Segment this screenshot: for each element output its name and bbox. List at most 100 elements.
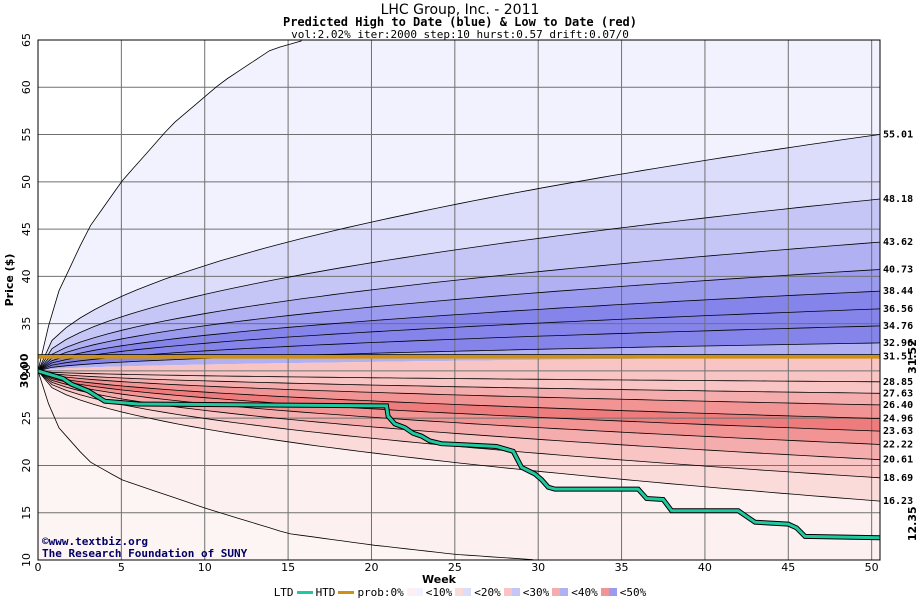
legend-item-20: <20% (474, 585, 501, 599)
contour-outer-low (38, 370, 534, 560)
band-high-7 (38, 325, 880, 371)
level-label-4: 38.44 (883, 286, 913, 297)
level-labels: 55.01 48.18 43.62 40.73 38.44 36.56 34.76 32.96… (883, 129, 919, 541)
plot-frame (37, 39, 881, 561)
band-top-bg (38, 40, 302, 371)
probability-bands (38, 40, 880, 560)
x-tick-label-25: 25 (448, 561, 462, 574)
x-tick-label-45: 45 (781, 561, 795, 574)
contour-high-2 (38, 241, 880, 372)
level-label-15: 20.61 (883, 455, 913, 466)
band-low-6 (38, 370, 880, 460)
contour-low-0 (38, 370, 880, 383)
legend-ltd-label: LTD (273, 585, 294, 599)
band-low-4 (38, 370, 880, 432)
legend-ltd-swatch (296, 590, 313, 594)
contour-low-2 (38, 370, 880, 406)
x-tick-label-10: 10 (198, 561, 212, 574)
credit-org: The Research Foundation of SUNY (42, 547, 248, 560)
legend-item-30: <30% (522, 585, 550, 599)
y-tick-label-35: 35 (20, 317, 33, 331)
credit-site: ©www.textbiz.org (42, 535, 148, 548)
x-tick-label-0: 0 (35, 561, 42, 574)
legend-swatch-10 (455, 588, 472, 596)
chart-subtitle: Predicted High to Date (blue) & Low to D… (282, 15, 637, 29)
level-contours (38, 40, 880, 560)
y-tick-label-65: 65 (20, 33, 33, 47)
contour-low-1 (38, 370, 880, 394)
legend: LTD HTD prob:0% <10% <20% <30% <40% <50% (0, 585, 920, 599)
level-label-11: 26.40 (883, 400, 913, 411)
level-label-10: 27.63 (883, 388, 913, 399)
contour-high-3 (38, 269, 880, 372)
level-label-8: 31.51 (883, 352, 913, 363)
legend-htd-swatch (338, 590, 355, 594)
axes: 0 5 10 15 20 25 30 35 40 45 50 10 15 20 25 30 35 40 45 50 55… (3, 33, 881, 586)
ltd-line (38, 369, 880, 540)
chart-params: vol:2.02% iter:2000 step:10 hurst:0.57 d… (291, 28, 629, 41)
x-tick-label-30: 30 (531, 561, 545, 574)
level-label-5: 36.56 (883, 304, 913, 315)
y-tick-label-30: 30 (20, 364, 33, 378)
contour-low-4 (38, 370, 880, 432)
x-tick-label-15: 15 (281, 561, 295, 574)
legend-item-40: <40% (571, 585, 598, 599)
band-low-2 (38, 370, 880, 405)
legend-swatch-0 (406, 588, 423, 596)
level-label-6: 34.76 (883, 321, 913, 332)
legend-htd-label: HTD (315, 585, 336, 599)
band-low-8 (38, 370, 880, 502)
band-low-7 (38, 370, 880, 478)
y-tick-label-40: 40 (20, 269, 33, 283)
contour-high-6 (38, 325, 880, 372)
level-label-9: 28.85 (883, 377, 913, 388)
level-label-3: 40.73 (883, 264, 913, 275)
band-high-5 (38, 291, 880, 371)
legend-swatch-40 (600, 588, 617, 596)
contour-high-4 (38, 290, 880, 372)
band-high-1 (38, 134, 880, 371)
contour-high-5 (38, 308, 880, 372)
x-tick-label-50: 50 (865, 561, 879, 574)
contour-high-0 (38, 134, 880, 372)
level-label-2: 43.62 (883, 237, 913, 248)
level-label-1: 48.18 (883, 194, 913, 205)
grid-lines (38, 40, 880, 560)
y-tick-label-45: 45 (20, 222, 33, 236)
legend-swatch-20 (503, 588, 520, 596)
legend-item-50: <50% (619, 585, 647, 599)
x-axis-label: Week (422, 573, 457, 586)
y-tick-label-60: 60 (20, 80, 33, 94)
band-low-inner (38, 356, 880, 382)
level-label-17: 16.23 (883, 496, 913, 507)
level-label-0: 55.01 (883, 129, 913, 140)
y-tick-label-20: 20 (20, 458, 33, 472)
y-tick-label-25: 25 (20, 411, 33, 425)
x-tick-label-20: 20 (364, 561, 378, 574)
x-tick-label-5: 5 (118, 561, 125, 574)
y-tick-label-50: 50 (20, 175, 33, 189)
y-axis-label: Price ($) (3, 254, 16, 307)
band-high-3 (38, 242, 880, 371)
level-label-16: 18.69 (883, 473, 913, 484)
band-low-3 (38, 370, 880, 419)
x-tick-label-35: 35 (615, 561, 629, 574)
y-tick-label-15: 15 (20, 506, 33, 520)
legend-swatch-30 (552, 588, 569, 596)
band-high-4 (38, 269, 880, 371)
contour-low-3 (38, 370, 880, 419)
band-high-0 (38, 40, 880, 371)
contour-outer-high (38, 40, 302, 371)
contour-low-5 (38, 370, 880, 445)
last-ltd-label: 12.35 (906, 506, 919, 541)
level-label-14: 22.22 (883, 439, 913, 450)
level-label-7: 32.96 (883, 338, 913, 349)
contour-high-1 (38, 198, 880, 372)
contour-high-7 (38, 342, 880, 372)
contour-low-6 (38, 370, 880, 461)
y-tick-label-55: 55 (20, 128, 33, 142)
level-label-13: 23.63 (883, 426, 913, 437)
band-low-5 (38, 370, 880, 445)
series-lines (38, 354, 880, 541)
